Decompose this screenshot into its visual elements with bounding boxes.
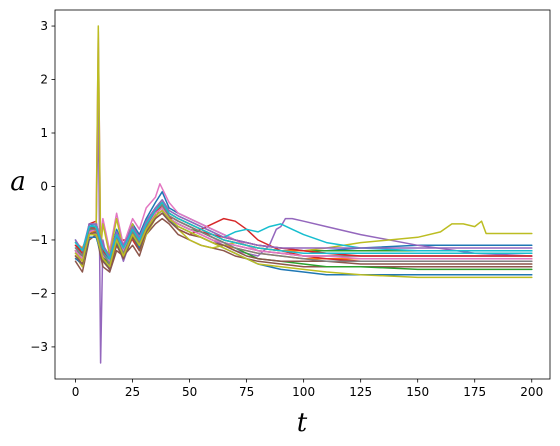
y-tick-label: 3 [40,19,48,33]
series-line-19 [74,209,533,279]
y-tick-label: 1 [40,126,48,140]
x-axis-label: t [297,408,308,438]
x-axis-ticks: 0 25 50 75 100 125 150 175 200 [72,379,543,399]
x-tick-label: 150 [406,385,429,399]
x-tick-label: 100 [292,385,315,399]
y-tick-label: −3 [30,340,48,354]
x-tick-label: 175 [463,385,486,399]
y-axis-ticks: −3 −2 −1 0 1 2 3 [30,19,55,354]
y-axis-label: a [10,167,26,197]
x-tick-label: 0 [72,385,80,399]
x-tick-label: 125 [349,385,372,399]
x-tick-label: 75 [239,385,254,399]
plot-frame [54,9,551,380]
y-tick-label: −2 [30,286,48,300]
series-line-18 [74,204,533,265]
series-line-16 [74,212,533,271]
y-tick-label: −1 [30,233,48,247]
x-tick-label: 200 [520,385,543,399]
y-tick-label: 2 [40,73,48,87]
series-line-6 [74,217,533,273]
series-line-20 [74,201,533,260]
plot-lines [74,25,533,364]
x-tick-label: 25 [125,385,140,399]
series-line-9 [74,25,533,268]
x-tick-label: 50 [182,385,197,399]
series-line-15 [74,199,533,257]
y-tick-label: 0 [40,179,48,193]
